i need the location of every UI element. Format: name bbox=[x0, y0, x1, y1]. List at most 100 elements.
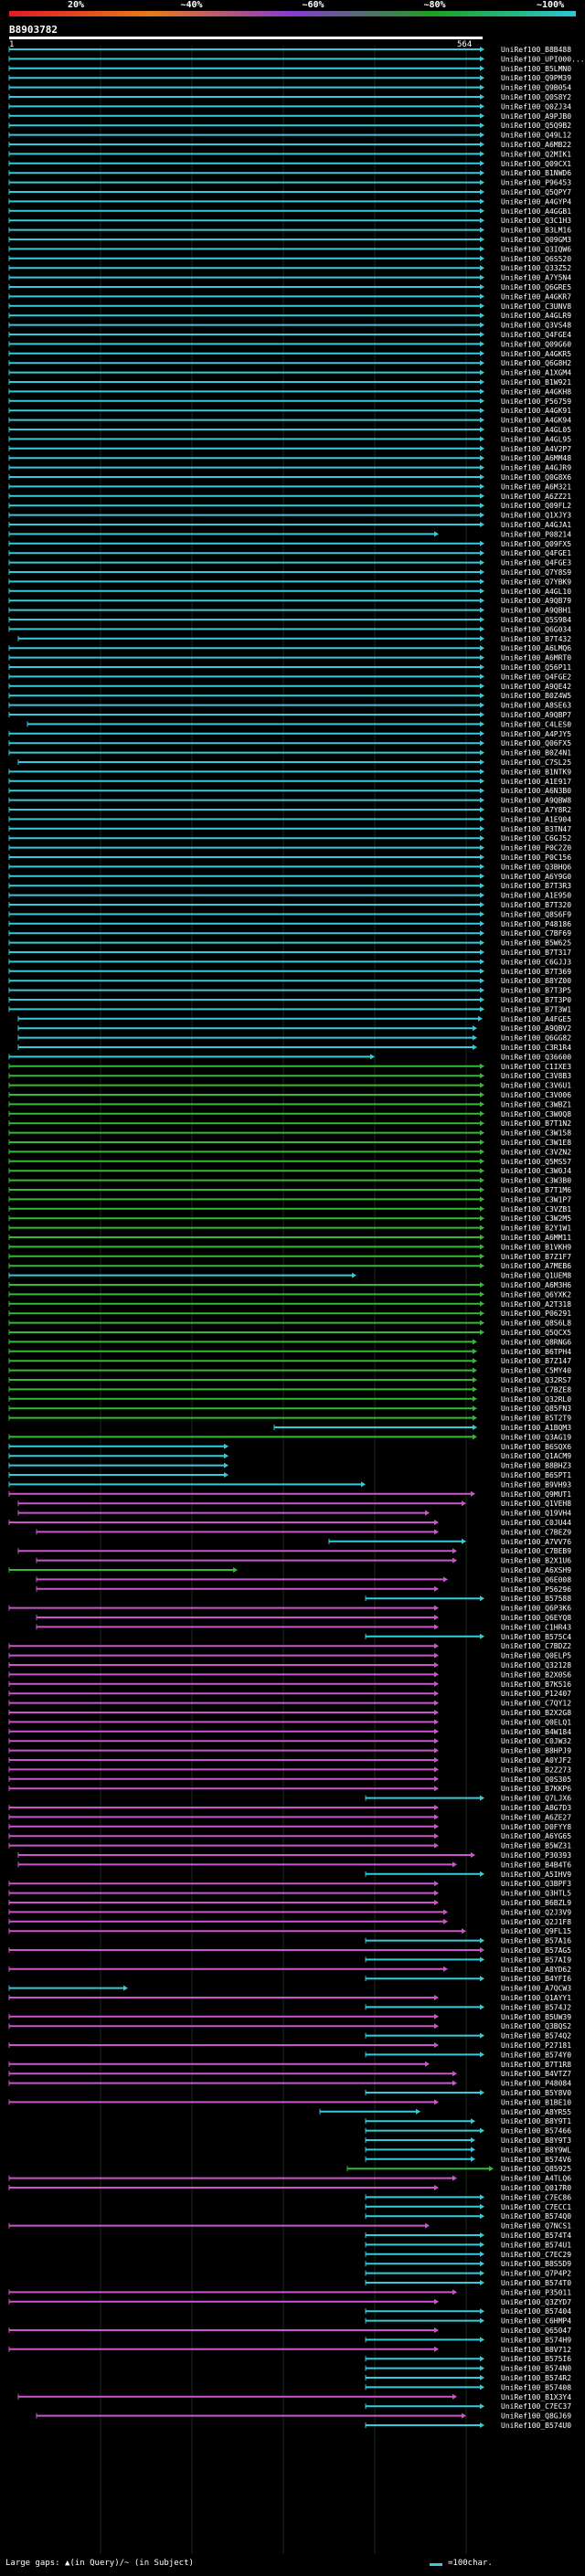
hit-row[interactable]: UniRef100_A4GJR9 bbox=[8, 464, 571, 472]
hit-row[interactable]: UniRef100_Q1UEM8 bbox=[8, 1272, 571, 1280]
hit-row[interactable]: UniRef100_A7VV76 bbox=[328, 1538, 571, 1546]
hit-row[interactable]: UniRef100_Q1VEH8 bbox=[17, 1500, 571, 1508]
hit-row[interactable]: UniRef100_Q3ZYD7 bbox=[8, 2298, 571, 2306]
hit-row[interactable]: UniRef100_Q7Y8S9 bbox=[8, 568, 571, 577]
hit-row[interactable]: UniRef100_A1E950 bbox=[8, 892, 571, 900]
hit-row[interactable]: UniRef100_Q19VH4 bbox=[17, 1510, 571, 1518]
hit-row[interactable]: UniRef100_Q7LJX6 bbox=[365, 1795, 571, 1803]
hit-row[interactable]: UniRef100_B57AI9 bbox=[365, 1956, 571, 1964]
hit-row[interactable]: UniRef100_C7SL25 bbox=[17, 758, 571, 767]
hit-row[interactable]: UniRef100_Q0S305 bbox=[8, 1776, 571, 1784]
hit-row[interactable]: UniRef100_B8B488 bbox=[8, 46, 571, 54]
hit-row[interactable]: UniRef100_A1XGM4 bbox=[8, 369, 571, 377]
hit-row[interactable]: UniRef100_C7BEB9 bbox=[17, 1547, 571, 1555]
hit-row[interactable]: UniRef100_UPI000... bbox=[8, 55, 585, 63]
hit-row[interactable]: UniRef100_A6M3H6 bbox=[8, 1281, 571, 1289]
hit-row[interactable]: UniRef100_Q7NCS1 bbox=[8, 2222, 571, 2231]
hit-row[interactable]: UniRef100_B7T3R3 bbox=[8, 882, 571, 890]
hit-row[interactable]: UniRef100_A6LMQ6 bbox=[8, 644, 571, 652]
hit-row[interactable]: UniRef100_P96453 bbox=[8, 179, 571, 187]
hit-row[interactable]: UniRef100_C3V6U1 bbox=[8, 1082, 571, 1090]
hit-row[interactable]: UniRef100_C3V8B3 bbox=[8, 1072, 571, 1080]
hit-row[interactable]: UniRef100_C7BDZ2 bbox=[8, 1642, 571, 1650]
hit-row[interactable]: UniRef100_B7T369 bbox=[8, 968, 571, 976]
hit-row[interactable]: UniRef100_B574U0 bbox=[365, 2422, 571, 2430]
hit-row[interactable]: UniRef100_B57404 bbox=[365, 2307, 571, 2316]
hit-row[interactable]: UniRef100_A6Y9G0 bbox=[8, 873, 571, 881]
hit-row[interactable]: UniRef100_P12407 bbox=[8, 1690, 571, 1698]
hit-row[interactable]: UniRef100_B8Y9T3 bbox=[365, 2136, 571, 2145]
hit-row[interactable]: UniRef100_B7T1R8 bbox=[8, 2061, 571, 2069]
hit-row[interactable]: UniRef100_A0YJF2 bbox=[8, 1756, 571, 1765]
hit-row[interactable]: UniRef100_A6MRT0 bbox=[8, 654, 571, 663]
hit-row[interactable]: UniRef100_A5IHV9 bbox=[365, 1871, 571, 1879]
hit-row[interactable]: UniRef100_A4TLQ6 bbox=[8, 2175, 571, 2183]
hit-row[interactable]: UniRef100_C7QY12 bbox=[8, 1700, 571, 1708]
hit-row[interactable]: UniRef100_P0C156 bbox=[8, 853, 571, 862]
hit-row[interactable]: UniRef100_B57408 bbox=[365, 2383, 571, 2391]
hit-row[interactable]: UniRef100_Q4FGE1 bbox=[8, 549, 571, 557]
hit-row[interactable]: UniRef100_P0C2Z0 bbox=[8, 844, 571, 853]
hit-row[interactable]: UniRef100_Q33Z52 bbox=[8, 264, 571, 272]
hit-row[interactable]: UniRef100_Q9PM39 bbox=[8, 74, 571, 82]
hit-row[interactable]: UniRef100_B4W184 bbox=[8, 1728, 571, 1736]
hit-row[interactable]: UniRef100_A4GKH8 bbox=[8, 387, 571, 396]
hit-row[interactable]: UniRef100_P35011 bbox=[8, 2288, 571, 2296]
hit-row[interactable]: UniRef100_A8YR55 bbox=[319, 2108, 571, 2116]
hit-row[interactable]: UniRef100_C3V006 bbox=[8, 1091, 571, 1099]
hit-row[interactable]: UniRef100_B5LMN0 bbox=[8, 65, 571, 73]
hit-row[interactable]: UniRef100_D0FYY8 bbox=[8, 1823, 571, 1831]
hit-row[interactable]: UniRef100_Q4FGE3 bbox=[8, 559, 571, 567]
hit-row[interactable]: UniRef100_Q0ELP5 bbox=[8, 1652, 571, 1660]
hit-row[interactable]: UniRef100_C7BF69 bbox=[8, 929, 571, 938]
hit-row[interactable]: UniRef100_Q3IQW6 bbox=[8, 245, 571, 253]
hit-row[interactable]: UniRef100_B5UW39 bbox=[8, 2013, 571, 2021]
hit-row[interactable]: UniRef100_B3TN47 bbox=[8, 825, 571, 833]
hit-row[interactable]: UniRef100_C6GJJ3 bbox=[8, 958, 571, 966]
hit-row[interactable]: UniRef100_B8Y9WL bbox=[365, 2146, 571, 2154]
hit-row[interactable]: UniRef100_Q09FL2 bbox=[8, 502, 571, 510]
hit-row[interactable]: UniRef100_Q2J1F8 bbox=[8, 1918, 571, 1926]
hit-row[interactable]: UniRef100_C3UNV8 bbox=[8, 302, 571, 311]
hit-row[interactable]: UniRef100_B574J2 bbox=[365, 2003, 571, 2011]
hit-row[interactable]: UniRef100_Q5QCX5 bbox=[8, 1329, 571, 1337]
hit-row[interactable]: UniRef100_B1BE10 bbox=[8, 2098, 571, 2106]
hit-row[interactable]: UniRef100_A6N3B0 bbox=[8, 787, 571, 795]
hit-row[interactable]: UniRef100_B6TPH4 bbox=[8, 1348, 571, 1356]
hit-row[interactable]: UniRef100_B8HPJ9 bbox=[8, 1747, 571, 1755]
hit-row[interactable]: UniRef100_C3WBZ1 bbox=[8, 1100, 571, 1108]
hit-row[interactable]: UniRef100_A6ZZ21 bbox=[8, 493, 571, 501]
hit-row[interactable]: UniRef100_B574H9 bbox=[365, 2336, 571, 2344]
hit-row[interactable]: UniRef100_Q7P4P2 bbox=[365, 2270, 571, 2278]
hit-row[interactable]: UniRef100_Q6G8H2 bbox=[8, 359, 571, 367]
hit-row[interactable]: UniRef100_Q6G034 bbox=[8, 625, 571, 633]
hit-row[interactable]: UniRef100_Q3AG19 bbox=[8, 1433, 571, 1441]
hit-row[interactable]: UniRef100_C3W3B0 bbox=[8, 1177, 571, 1185]
hit-row[interactable]: UniRef100_Q6GG82 bbox=[17, 1034, 571, 1043]
hit-row[interactable]: UniRef100_A9QB79 bbox=[8, 597, 571, 605]
hit-row[interactable]: UniRef100_Q32RS7 bbox=[8, 1376, 571, 1384]
hit-row[interactable]: UniRef100_P30393 bbox=[17, 1851, 571, 1860]
hit-row[interactable]: UniRef100_B574T4 bbox=[365, 2231, 571, 2240]
hit-row[interactable]: UniRef100_C3W1E8 bbox=[8, 1139, 571, 1147]
hit-row[interactable]: UniRef100_P56296 bbox=[36, 1585, 571, 1594]
hit-row[interactable]: UniRef100_B6SPT1 bbox=[8, 1471, 571, 1479]
hit-row[interactable]: UniRef100_Q09FX5 bbox=[8, 540, 571, 548]
hit-row[interactable]: UniRef100_B575C4 bbox=[365, 1633, 571, 1641]
hit-row[interactable]: UniRef100_B7T1M6 bbox=[8, 1186, 571, 1194]
hit-row[interactable]: UniRef100_C7BEZ9 bbox=[36, 1528, 571, 1536]
hit-row[interactable]: UniRef100_B7T320 bbox=[8, 901, 571, 909]
hit-row[interactable]: UniRef100_B2Z273 bbox=[8, 1765, 571, 1774]
hit-row[interactable]: UniRef100_A9QE42 bbox=[8, 683, 571, 691]
hit-row[interactable]: UniRef100_B574N0 bbox=[365, 2365, 571, 2373]
hit-row[interactable]: UniRef100_C3W2M5 bbox=[8, 1214, 571, 1223]
hit-row[interactable]: UniRef100_B1NWD6 bbox=[8, 169, 571, 177]
hit-row[interactable]: UniRef100_Q32RL0 bbox=[8, 1395, 571, 1404]
hit-row[interactable]: UniRef100_Q2J3V9 bbox=[8, 1908, 571, 1916]
hit-row[interactable]: UniRef100_Q3VS48 bbox=[8, 322, 571, 330]
hit-row[interactable]: UniRef100_A7Y8R2 bbox=[8, 806, 571, 814]
hit-row[interactable]: UniRef100_B2Y1W1 bbox=[8, 1224, 571, 1233]
hit-row[interactable]: UniRef100_B1W921 bbox=[8, 378, 571, 387]
hit-row[interactable]: UniRef100_B6SQX6 bbox=[8, 1443, 571, 1451]
hit-row[interactable]: UniRef100_Q09GM3 bbox=[8, 236, 571, 244]
